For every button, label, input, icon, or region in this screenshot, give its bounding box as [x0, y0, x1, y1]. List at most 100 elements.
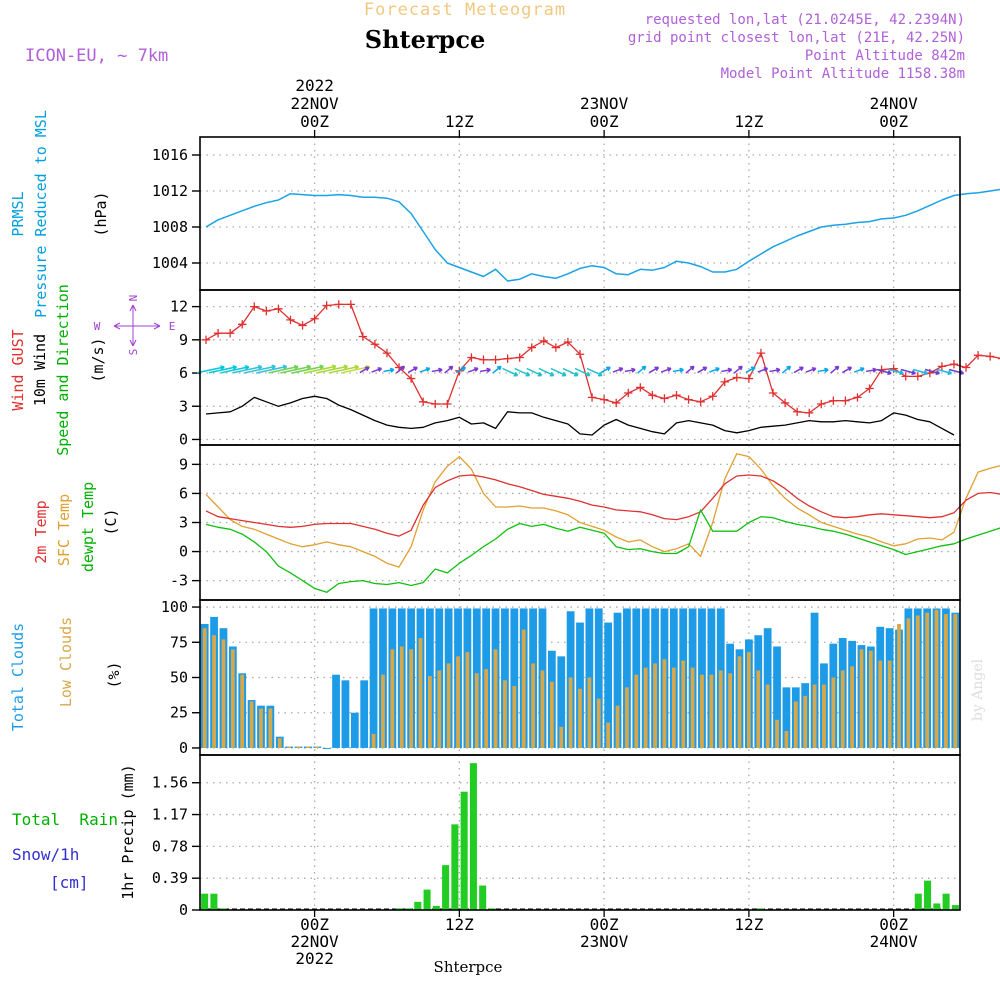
- low-cloud-bar-6: [259, 708, 263, 748]
- wind-gust-marker-25: [503, 354, 512, 363]
- low-cloud-bar-20: [390, 649, 395, 748]
- wind-gust-marker-2: [225, 328, 235, 338]
- total-cloud-bar-44: [613, 612, 622, 748]
- wind-gust-marker-40: [684, 395, 693, 404]
- low-cloud-bar-12: [315, 746, 320, 748]
- wind-gust-marker-22: [467, 353, 476, 362]
- temp-ytick-label-2: 3: [179, 514, 188, 532]
- wind-gust-marker-8: [298, 321, 307, 330]
- total-cloud-bar-33: [510, 608, 519, 748]
- wind-gust-marker-48: [780, 398, 790, 408]
- wind-gust-marker-34: [611, 398, 621, 408]
- wind-direction-arrow-56: [876, 368, 892, 376]
- top-tick-label-3-0: 12Z: [734, 112, 763, 131]
- wind-gust-marker-5: [262, 306, 271, 316]
- bottom-tick-label-2-0: 00Z: [590, 915, 619, 934]
- temp-label-dewpoint: dewpt Temp: [79, 482, 97, 572]
- low-cloud-bar-47: [643, 667, 648, 748]
- wind-direction-arrow-8: [291, 364, 324, 374]
- wind-gust-marker-38: [660, 394, 669, 403]
- total-cloud-bar-32: [501, 608, 509, 748]
- wind-gust-marker-15: [382, 348, 392, 358]
- precip-bar-0: [201, 893, 209, 910]
- low-cloud-bar-33: [512, 685, 517, 748]
- low-cloud-bar-75: [906, 618, 911, 748]
- total-cloud-bar-43: [604, 622, 613, 748]
- wind-gust-marker-6: [274, 304, 283, 314]
- wind-gust-marker-53: [841, 396, 850, 405]
- total-cloud-bar-16: [350, 712, 359, 748]
- wind-ytick-label-2: 6: [179, 364, 188, 382]
- low-cloud-bar-19: [381, 674, 385, 748]
- low-cloud-bar-58: [747, 652, 751, 748]
- wind-direction-arrow-10: [316, 364, 349, 374]
- wind-direction-arrow-52: [830, 365, 840, 374]
- wind-label-10m: 10m Wind: [31, 334, 49, 406]
- low-cloud-bar-52: [690, 667, 695, 748]
- low-cloud-bar-3: [230, 649, 235, 748]
- wind-gust-marker-52: [829, 396, 838, 405]
- wind-gust-marker-14: [370, 340, 380, 349]
- temp-ytick-label-0: -3: [170, 572, 188, 590]
- clouds-ytick-label-3: 75: [170, 633, 188, 651]
- footer-location: Shterpce: [434, 958, 503, 976]
- top-tick-label-4-0: 24NOV: [870, 94, 919, 113]
- low-cloud-bar-32: [503, 680, 507, 748]
- bottom-tick-label-1-0: 12Z: [445, 915, 474, 934]
- wind-gust-marker-39: [672, 390, 681, 400]
- wind-gust-marker-3: [238, 320, 247, 329]
- compass-cross: [113, 304, 161, 347]
- wind-gust-marker-27: [527, 343, 536, 352]
- pressure-label-name: Pressure Reduced to MSL: [32, 110, 50, 318]
- wind-direction-arrow-44: [733, 365, 743, 374]
- wind-panel-labels: Wind GUST 10m Wind Speed and Direction (…: [9, 284, 175, 456]
- wind-direction-arrow-42: [709, 367, 720, 373]
- wind-gust-marker-35: [624, 388, 633, 398]
- location-title: Shterpce: [365, 25, 485, 54]
- precip-bar-80: [942, 893, 950, 910]
- pressure-ytick-label-3: 1016: [152, 146, 188, 164]
- low-cloud-bar-7: [268, 708, 273, 748]
- total-cloud-bar-45: [623, 608, 631, 748]
- low-cloud-bar-4: [240, 674, 245, 748]
- low-cloud-bar-44: [615, 705, 620, 748]
- temp-label-unit: (C): [102, 508, 120, 535]
- wind-direction-arrow-29: [550, 367, 567, 377]
- total-cloud-bar-18: [369, 608, 378, 748]
- wind-direction-arrow-9: [303, 364, 337, 374]
- wind-gust-marker-28: [539, 336, 549, 346]
- compass-icon: N S W E: [94, 295, 176, 356]
- low-cloud-bar-0: [202, 628, 207, 748]
- wind-direction-arrow-30: [562, 367, 579, 377]
- wind-gust-marker-30: [563, 337, 573, 347]
- low-cloud-bar-62: [784, 731, 789, 748]
- low-cloud-bar-10: [296, 746, 301, 748]
- wind-direction-arrow-33: [600, 366, 611, 374]
- wind-ytick-label-3: 9: [179, 331, 188, 349]
- low-cloud-bar-53: [700, 674, 704, 748]
- wind-direction-arrow-18: [419, 367, 431, 373]
- wind-direction-arrow-27: [526, 367, 543, 377]
- wind-gust-marker-42: [708, 392, 717, 401]
- precip-panel-labels: Total Rain Snow/1h [cm] 1hr Precip (mm): [12, 764, 137, 899]
- low-cloud-bar-74: [897, 623, 901, 748]
- wind-gust-marker-64: [973, 351, 983, 360]
- wind-direction-arrow-6: [268, 364, 299, 374]
- precip-bar-25: [432, 905, 440, 910]
- credit-watermark: by Angel: [970, 658, 986, 721]
- total-cloud-bar-62: [782, 687, 791, 748]
- wind-direction-arrow-58: [900, 368, 916, 376]
- precip-frame: [199, 754, 961, 911]
- wind-direction-arrow-13: [359, 366, 370, 374]
- low-cloud-bar-39: [568, 677, 573, 748]
- temp-ytick-label-4: 9: [179, 455, 188, 473]
- wind-direction-arrow-57: [888, 368, 904, 376]
- wind-gust-marker-37: [648, 390, 657, 400]
- low-cloud-bar-63: [793, 701, 798, 748]
- wind-direction-arrow-43: [721, 367, 733, 373]
- low-cloud-bar-59: [756, 670, 761, 748]
- low-cloud-bar-77: [925, 612, 930, 748]
- wind-gust-marker-62: [949, 359, 959, 369]
- pressure-chart: 1004 1008 1012 1016: [152, 136, 1000, 291]
- low-cloud-bar-38: [559, 726, 564, 748]
